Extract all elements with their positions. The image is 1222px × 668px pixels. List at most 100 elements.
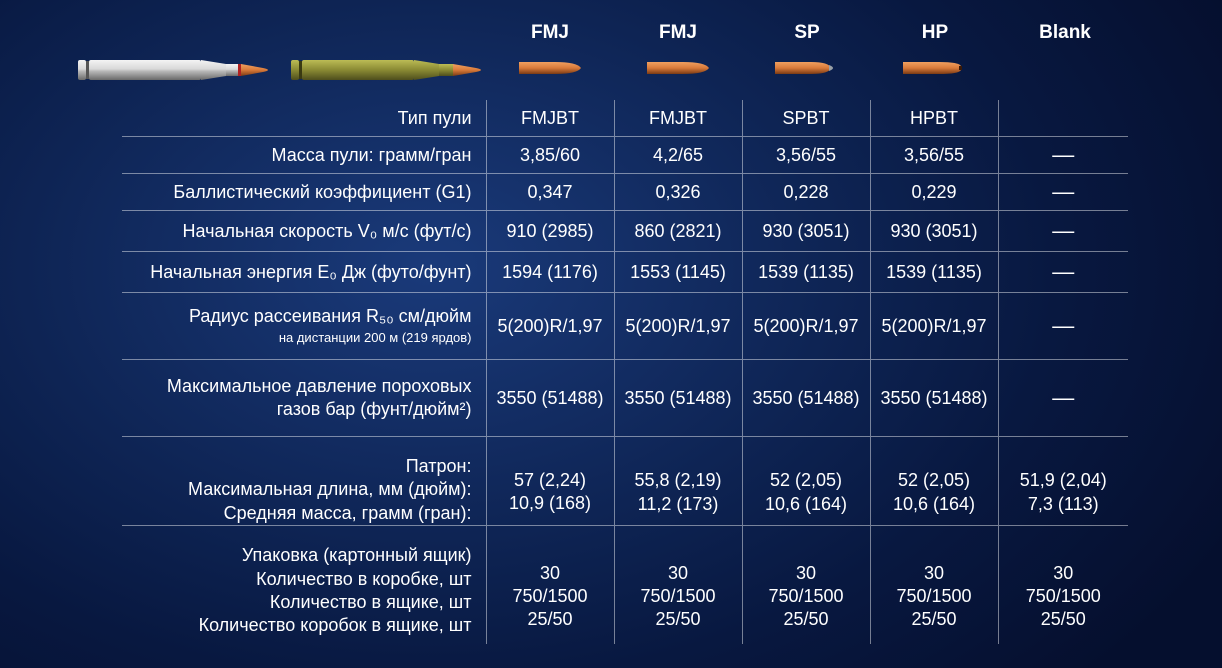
cell: 3,56/55 bbox=[742, 137, 870, 174]
row-label-line: Количество в ящике, шт bbox=[122, 591, 472, 614]
cell: 51,9 (2,04) bbox=[999, 469, 1129, 492]
bullet-fmj-icon bbox=[517, 56, 583, 80]
table-row: Начальная энергия E₀ Дж (футо/фунт) 1594… bbox=[122, 252, 1128, 293]
cell: 3550 (51488) bbox=[486, 360, 614, 437]
cell: HPBT bbox=[870, 100, 998, 137]
group-head: Упаковка (картонный ящик) Количество в к… bbox=[122, 526, 486, 644]
cell: 30 bbox=[743, 562, 870, 585]
cell: 52 (2,05) bbox=[871, 469, 998, 492]
bullet-sp-icon bbox=[773, 56, 839, 80]
row-label-line: газов бар (фунт/дюйм²) bbox=[122, 398, 472, 421]
cell-group: 52 (2,05) 10,6 (164) bbox=[870, 437, 998, 526]
cell: 11,2 (173) bbox=[615, 493, 742, 516]
col-header-fmj2: FMJ bbox=[648, 22, 708, 44]
cell: 55,8 (2,19) bbox=[615, 469, 742, 492]
col-header-sp: SP bbox=[782, 22, 832, 44]
cell: 7,3 (113) bbox=[999, 493, 1129, 516]
group-head-text: Патрон: bbox=[122, 455, 472, 478]
cell: 1539 (1135) bbox=[870, 252, 998, 293]
col-header-blank: Blank bbox=[1027, 22, 1103, 44]
cell: 4,2/65 bbox=[614, 137, 742, 174]
bullet-hp-icon bbox=[901, 56, 967, 80]
cell: 25/50 bbox=[871, 608, 998, 631]
row-label-line: Максимальная длина, мм (дюйм): bbox=[122, 478, 472, 501]
col-header-hp: HP bbox=[910, 22, 960, 44]
cell: 860 (2821) bbox=[614, 211, 742, 252]
cell: 1539 (1135) bbox=[742, 252, 870, 293]
col-header-fmj1: FMJ bbox=[520, 22, 580, 44]
cell: 3550 (51488) bbox=[870, 360, 998, 437]
cell: 10,9 (168) bbox=[487, 492, 614, 515]
cell: 0,347 bbox=[486, 174, 614, 211]
cell: — bbox=[998, 360, 1128, 437]
row-label: Максимальное давление пороховых газов ба… bbox=[122, 360, 486, 437]
cell: 0,326 bbox=[614, 174, 742, 211]
cell: 5(200)R/1,97 bbox=[742, 293, 870, 360]
cell: — bbox=[998, 137, 1128, 174]
cell: 5(200)R/1,97 bbox=[486, 293, 614, 360]
cell-group: 30 750/1500 25/50 bbox=[486, 526, 614, 644]
cell-group: 30 750/1500 25/50 bbox=[742, 526, 870, 644]
row-label-line: Максимальное давление пороховых bbox=[122, 375, 472, 398]
table-row: Радиус рассеивания R₅₀ см/дюйм на дистан… bbox=[122, 293, 1128, 360]
cell: — bbox=[998, 252, 1128, 293]
table-row: Максимальное давление пороховых газов ба… bbox=[122, 360, 1128, 437]
row-label: Баллистический коэффициент (G1) bbox=[122, 174, 486, 211]
ammo-spec-table: FMJ FMJ SP HP Blank Тип пули FMJBT FMJBT… bbox=[0, 0, 1222, 668]
cell: 0,229 bbox=[870, 174, 998, 211]
cell: 3,85/60 bbox=[486, 137, 614, 174]
cell: SPBT bbox=[742, 100, 870, 137]
table-row: Баллистический коэффициент (G1) 0,347 0,… bbox=[122, 174, 1128, 211]
cell: FMJBT bbox=[614, 100, 742, 137]
cell: 750/1500 bbox=[871, 585, 998, 608]
cell: 30 bbox=[487, 562, 614, 585]
spec-table: Тип пули FMJBT FMJBT SPBT HPBT Масса пул… bbox=[122, 100, 1128, 644]
cell: 25/50 bbox=[743, 608, 870, 631]
row-label-line: Средняя масса, грамм (гран): bbox=[122, 502, 472, 525]
cell: 750/1500 bbox=[487, 585, 614, 608]
cell: 3550 (51488) bbox=[742, 360, 870, 437]
cell: 30 bbox=[615, 562, 742, 585]
cell-group: 30 750/1500 25/50 bbox=[998, 526, 1128, 644]
cell: 5(200)R/1,97 bbox=[614, 293, 742, 360]
cell: 5(200)R/1,97 bbox=[870, 293, 998, 360]
table-row: Упаковка (картонный ящик) Количество в к… bbox=[122, 526, 1128, 644]
cell: 10,6 (164) bbox=[743, 493, 870, 516]
cell: — bbox=[998, 293, 1128, 360]
table-row: Патрон: Максимальная длина, мм (дюйм): С… bbox=[122, 437, 1128, 526]
cell: 30 bbox=[999, 562, 1129, 585]
cell: 3550 (51488) bbox=[614, 360, 742, 437]
cell: 750/1500 bbox=[999, 585, 1129, 608]
bullet-fmj-icon bbox=[645, 56, 711, 80]
cell bbox=[998, 100, 1128, 137]
cell: 57 (2,24) bbox=[487, 469, 614, 492]
cell: 3,56/55 bbox=[870, 137, 998, 174]
cell: FMJBT bbox=[486, 100, 614, 137]
cartridge-brass-icon bbox=[291, 54, 491, 86]
group-head: Патрон: Максимальная длина, мм (дюйм): С… bbox=[122, 437, 486, 526]
table-row: Начальная скорость V₀ м/с (фут/с) 910 (2… bbox=[122, 211, 1128, 252]
cell: 910 (2985) bbox=[486, 211, 614, 252]
cell-group: 57 (2,24) 10,9 (168) bbox=[486, 437, 614, 526]
cell-group: 52 (2,05) 10,6 (164) bbox=[742, 437, 870, 526]
cartridge-silver-icon bbox=[78, 54, 278, 86]
cell: 750/1500 bbox=[615, 585, 742, 608]
cell: 1553 (1145) bbox=[614, 252, 742, 293]
cell: 10,6 (164) bbox=[871, 493, 998, 516]
cell-group: 51,9 (2,04) 7,3 (113) bbox=[998, 437, 1128, 526]
cell: 25/50 bbox=[487, 608, 614, 631]
cell: 930 (3051) bbox=[870, 211, 998, 252]
row-label-line: Радиус рассеивания R₅₀ см/дюйм bbox=[122, 305, 472, 328]
cell-group: 30 750/1500 25/50 bbox=[614, 526, 742, 644]
table-row: Масса пули: грамм/гран 3,85/60 4,2/65 3,… bbox=[122, 137, 1128, 174]
cell: 1594 (1176) bbox=[486, 252, 614, 293]
row-label: Масса пули: грамм/гран bbox=[122, 137, 486, 174]
table-row: Тип пули FMJBT FMJBT SPBT HPBT bbox=[122, 100, 1128, 137]
cell: 25/50 bbox=[999, 608, 1129, 631]
cell: 0,228 bbox=[742, 174, 870, 211]
row-label-sub: на дистанции 200 м (219 ярдов) bbox=[122, 330, 472, 347]
row-label: Тип пули bbox=[122, 100, 486, 137]
row-label: Начальная энергия E₀ Дж (футо/фунт) bbox=[122, 252, 486, 293]
cell: 25/50 bbox=[615, 608, 742, 631]
row-label: Радиус рассеивания R₅₀ см/дюйм на дистан… bbox=[122, 293, 486, 360]
